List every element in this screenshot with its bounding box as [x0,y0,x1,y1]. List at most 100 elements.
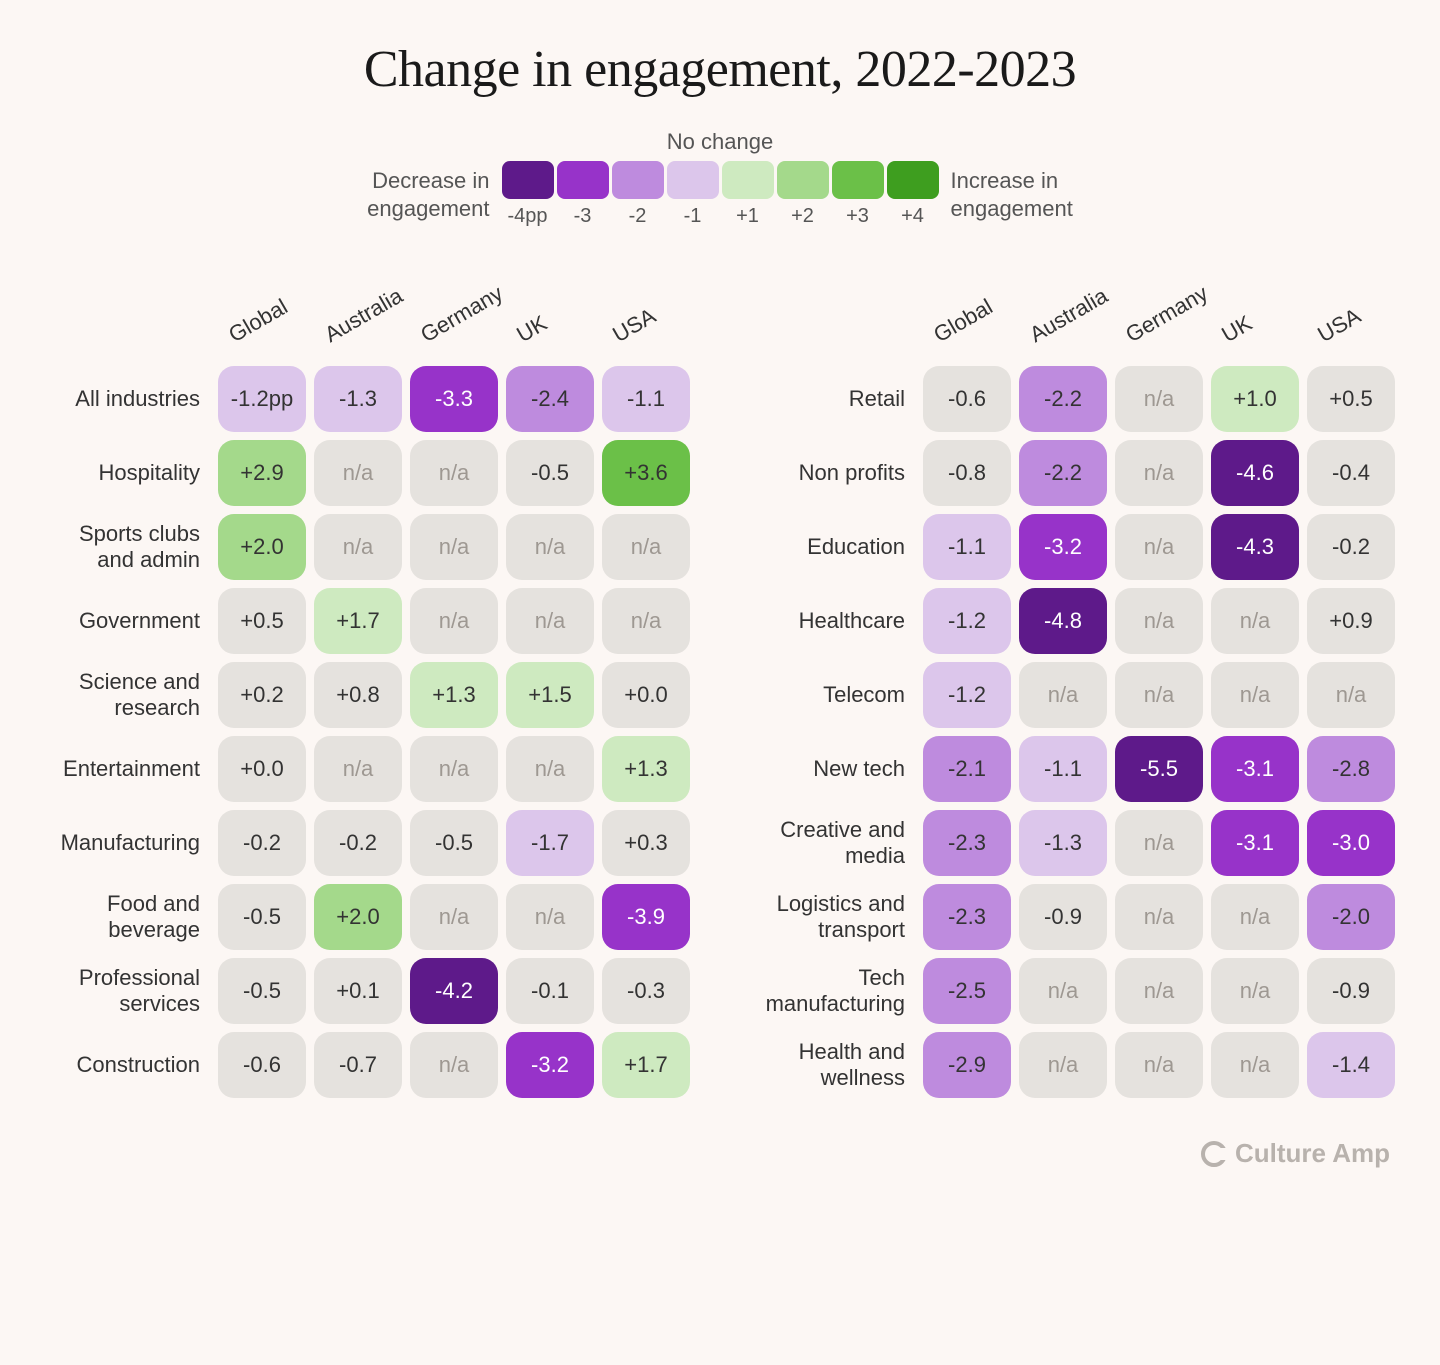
heatmap-cell: +1.7 [314,588,402,654]
row-label: Tech manufacturing [750,965,915,1018]
brand-logo-icon [1201,1141,1227,1167]
heatmap-cell: +0.0 [602,662,690,728]
row-label: Healthcare [750,608,915,634]
heatmap-cell: n/a [506,514,594,580]
legend: No change Decrease inengagement -4pp-3-2… [50,129,1390,228]
brand-name: Culture Amp [1235,1138,1390,1169]
heatmap-cell: -0.5 [410,810,498,876]
heatmap-cell: -1.4 [1307,1032,1395,1098]
row-label: Education [750,534,915,560]
column-header: USA [1290,253,1401,358]
heatmap-cell: n/a [1307,662,1395,728]
row-label: Construction [45,1052,210,1078]
row-label: Manufacturing [45,830,210,856]
heatmap-cell: n/a [1211,662,1299,728]
column-header: UK [1194,253,1305,358]
row-label: Telecom [750,682,915,708]
heatmap-cell: -0.3 [602,958,690,1024]
row-label: Sports clubs and admin [45,521,210,574]
heatmap-cell: n/a [1115,884,1203,950]
legend-swatch: +1 [722,161,774,228]
heatmap-cell: n/a [506,884,594,950]
heatmap-cell: -0.6 [218,1032,306,1098]
heatmap-cell: -1.7 [506,810,594,876]
row-label: All industries [45,386,210,412]
heatmap-cell: -4.3 [1211,514,1299,580]
heatmap-cell: -2.3 [923,884,1011,950]
heatmap-cell: n/a [506,736,594,802]
row-label: Government [45,608,210,634]
heatmap-tables: GlobalAustraliaGermanyUKUSAAll industrie… [50,288,1390,1098]
row-label: Food and beverage [45,891,210,944]
heatmap-cell: +2.9 [218,440,306,506]
page-title: Change in engagement, 2022-2023 [50,40,1390,99]
heatmap-cell: n/a [1019,1032,1107,1098]
heatmap-cell: n/a [410,588,498,654]
column-header: Global [906,253,1017,358]
heatmap-cell: n/a [506,588,594,654]
heatmap-cell: n/a [410,440,498,506]
column-header: Global [201,253,312,358]
heatmap-cell: +0.1 [314,958,402,1024]
heatmap-cell: +0.5 [1307,366,1395,432]
heatmap-cell: n/a [1115,514,1203,580]
row-label: Retail [750,386,915,412]
heatmap-cell: -3.2 [506,1032,594,1098]
row-label: New tech [750,756,915,782]
heatmap-cell: +0.2 [218,662,306,728]
heatmap-cell: -0.9 [1307,958,1395,1024]
heatmap-cell: -2.2 [1019,440,1107,506]
heatmap-cell: n/a [314,736,402,802]
legend-swatch: -1 [667,161,719,228]
heatmap-cell: -3.0 [1307,810,1395,876]
heatmap-cell: n/a [1019,662,1107,728]
row-label: Health and wellness [750,1039,915,1092]
heatmap-cell: -0.5 [506,440,594,506]
legend-swatch: +4 [887,161,939,228]
heatmap-cell: -1.2 [923,662,1011,728]
heatmap-cell: n/a [602,514,690,580]
heatmap-cell: n/a [410,514,498,580]
heatmap-cell: n/a [1211,958,1299,1024]
heatmap-cell: -3.1 [1211,810,1299,876]
row-label: Creative and media [750,817,915,870]
legend-swatch: +2 [777,161,829,228]
heatmap-cell: -1.3 [314,366,402,432]
legend-swatches: -4pp-3-2-1+1+2+3+4 [502,161,939,228]
heatmap-cell: +1.5 [506,662,594,728]
heatmap-cell: -3.9 [602,884,690,950]
legend-swatch: -4pp [502,161,554,228]
heatmap-cell: +1.0 [1211,366,1299,432]
row-label: Entertainment [45,756,210,782]
heatmap-cell: -0.2 [1307,514,1395,580]
heatmap-cell: -4.2 [410,958,498,1024]
heatmap-cell: +1.7 [602,1032,690,1098]
heatmap-cell: -1.2pp [218,366,306,432]
heatmap-cell: n/a [1115,366,1203,432]
heatmap-cell: n/a [1211,1032,1299,1098]
heatmap-cell: n/a [410,884,498,950]
legend-decrease-label: Decrease inengagement [367,167,489,222]
column-header: Germany [393,253,504,358]
heatmap-cell: n/a [410,736,498,802]
heatmap-cell: -0.7 [314,1032,402,1098]
heatmap-cell: -1.1 [923,514,1011,580]
heatmap-cell: +0.8 [314,662,402,728]
heatmap-cell: -2.0 [1307,884,1395,950]
heatmap-cell: -1.1 [602,366,690,432]
brand-footer: Culture Amp [50,1138,1390,1169]
heatmap-cell: -0.8 [923,440,1011,506]
row-label: Science and research [45,669,210,722]
heatmap-cell: +2.0 [218,514,306,580]
heatmap-cell: n/a [410,1032,498,1098]
heatmap-cell: +0.0 [218,736,306,802]
row-label: Logistics and transport [750,891,915,944]
legend-no-change-label: No change [667,129,773,155]
heatmap-cell: -2.9 [923,1032,1011,1098]
heatmap-cell: n/a [1115,1032,1203,1098]
heatmap-cell: -1.2 [923,588,1011,654]
heatmap-cell: -2.4 [506,366,594,432]
heatmap-cell: n/a [314,514,402,580]
heatmap-cell: -2.3 [923,810,1011,876]
heatmap-cell: -0.9 [1019,884,1107,950]
